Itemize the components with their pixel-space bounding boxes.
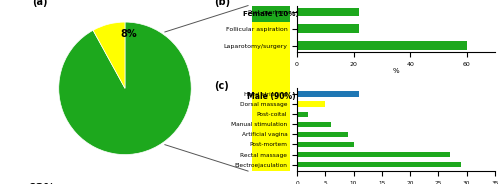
Bar <box>297 41 466 50</box>
Bar <box>297 91 359 97</box>
X-axis label: %: % <box>392 68 400 74</box>
Bar <box>252 22 290 171</box>
Wedge shape <box>93 22 125 88</box>
Bar <box>252 6 290 22</box>
Text: (b): (b) <box>214 0 230 7</box>
Bar <box>297 132 348 137</box>
Wedge shape <box>58 22 191 155</box>
Bar <box>297 101 326 107</box>
Bar <box>297 122 331 127</box>
Bar <box>297 112 308 117</box>
Text: 8%: 8% <box>120 29 136 39</box>
Bar <box>297 8 359 16</box>
Legend: Liquid storage, Cryopreservation: Liquid storage, Cryopreservation <box>54 183 196 184</box>
Bar <box>297 152 450 157</box>
Bar <box>297 162 461 167</box>
Text: 92%: 92% <box>29 183 56 184</box>
Text: (c): (c) <box>214 81 228 91</box>
Bar <box>297 142 354 147</box>
Text: Male (90%): Male (90%) <box>246 92 296 101</box>
Text: (a): (a) <box>32 0 48 7</box>
Text: Female (10%): Female (10%) <box>243 11 299 17</box>
Bar <box>297 24 359 33</box>
